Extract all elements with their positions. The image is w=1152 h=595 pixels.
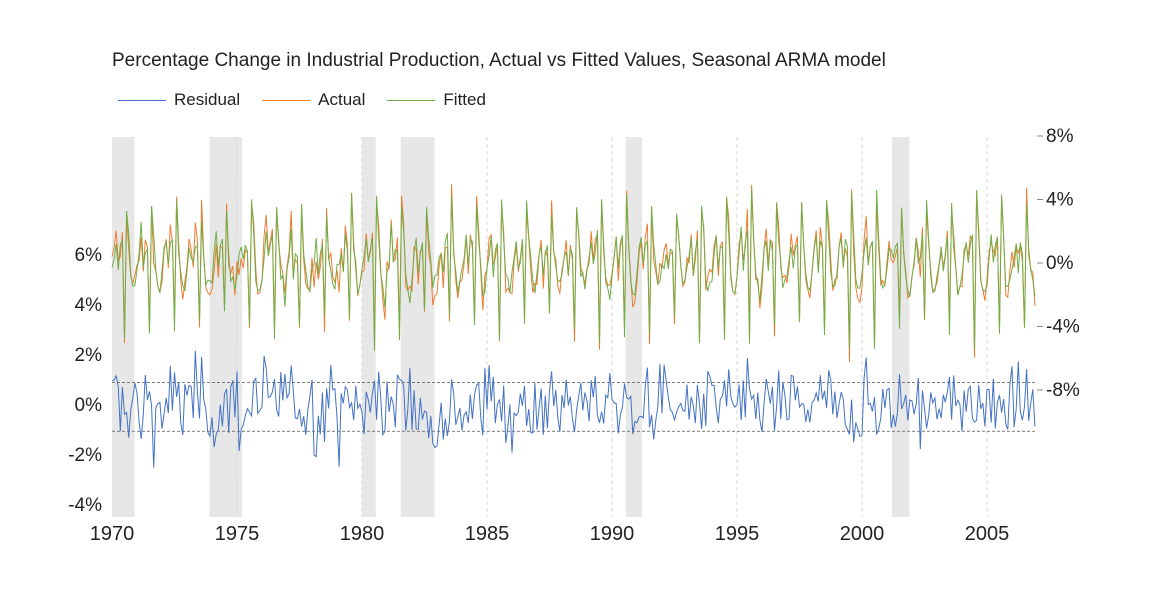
x-tick-label: 1975 bbox=[215, 523, 260, 545]
x-tick-label: 1995 bbox=[715, 523, 760, 545]
recession-band-2 bbox=[362, 137, 376, 517]
legend-item-actual: Actual bbox=[262, 90, 365, 110]
legend-label-actual: Actual bbox=[318, 90, 366, 109]
right-tick-label: 4% bbox=[1046, 190, 1074, 211]
legend-item-fitted: Fitted bbox=[387, 90, 486, 110]
series-line-fitted bbox=[111, 189, 1036, 351]
x-tick-label: 2005 bbox=[965, 523, 1010, 545]
left-tick-label: -4% bbox=[68, 495, 102, 516]
x-tick-label: 1990 bbox=[590, 523, 635, 545]
x-tick-label: 1985 bbox=[465, 523, 510, 545]
legend-item-residual: Residual bbox=[118, 90, 240, 110]
recession-band-0 bbox=[112, 137, 135, 517]
right-tick-label: 0% bbox=[1046, 253, 1074, 274]
right-tick-label: -4% bbox=[1046, 317, 1080, 338]
legend-label-fitted: Fitted bbox=[443, 90, 486, 109]
legend-swatch-fitted bbox=[387, 99, 436, 101]
left-tick-label: 6% bbox=[75, 245, 103, 266]
recession-band-3 bbox=[400, 137, 435, 517]
chart-title: Percentage Change in Industrial Producti… bbox=[112, 50, 886, 71]
x-tick-label: 2000 bbox=[840, 523, 885, 545]
recession-band-5 bbox=[892, 137, 910, 517]
right-tick-label: 8% bbox=[1046, 126, 1074, 147]
legend-swatch-actual bbox=[262, 99, 311, 101]
right-tick-label: -8% bbox=[1046, 380, 1080, 401]
left-tick-label: 4% bbox=[75, 295, 103, 316]
recession-band-4 bbox=[625, 137, 642, 517]
left-tick-label: 2% bbox=[75, 345, 103, 366]
left-tick-label: -2% bbox=[68, 445, 102, 466]
x-tick-label: 1970 bbox=[90, 523, 135, 545]
series-line-residual bbox=[111, 350, 1036, 468]
left-tick-label: 0% bbox=[75, 395, 103, 416]
x-tick-label: 1980 bbox=[340, 523, 385, 545]
legend: Residual Actual Fitted bbox=[118, 90, 508, 110]
legend-swatch-residual bbox=[118, 99, 166, 101]
legend-label-residual: Residual bbox=[174, 90, 241, 109]
